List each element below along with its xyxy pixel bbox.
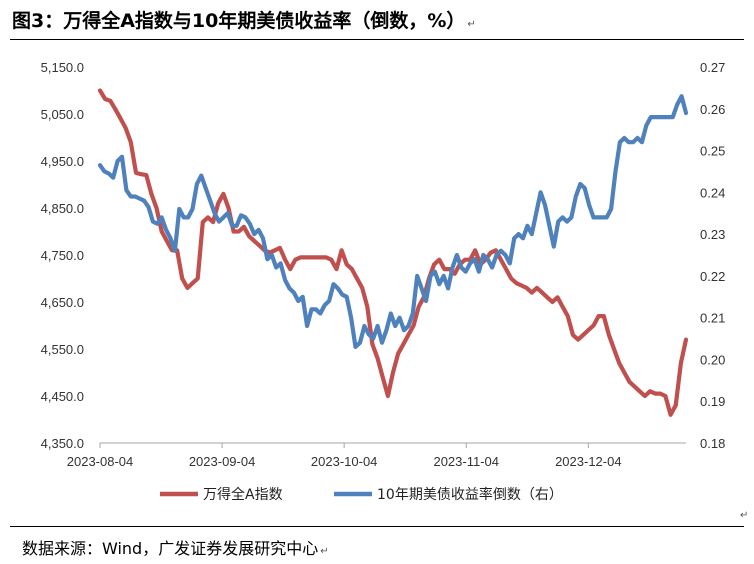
y-right-tick-label: 0.25: [700, 144, 725, 159]
y-right-tick-label: 0.20: [700, 352, 725, 367]
y-right-tick-label: 0.24: [700, 185, 725, 200]
x-tick-label: 2023-10-04: [311, 454, 378, 469]
y-right-tick-label: 0.21: [700, 311, 725, 326]
y-left-tick-label: 4,850.0: [41, 201, 84, 216]
y-left-tick-label: 4,650.0: [41, 295, 84, 310]
chart-title: 图3：万得全A指数与10年期美债收益率（倒数，%） ↵: [12, 6, 476, 33]
y-right-tick-label: 0.27: [700, 60, 725, 75]
y-right-tick-label: 0.18: [700, 436, 725, 451]
legend-a-index-label: 万得全A指数: [203, 486, 283, 503]
y-right-tick-label: 0.19: [700, 394, 725, 409]
return-mark-icon: ↵: [740, 510, 749, 521]
x-tick-label: 2023-08-04: [67, 454, 134, 469]
y-left-tick-label: 5,150.0: [41, 60, 84, 75]
x-tick-label: 2023-12-04: [555, 454, 622, 469]
source-note: 数据来源：Wind，广发证券发展研究中心 ↵: [22, 535, 329, 559]
y-right-tick-label: 0.22: [700, 269, 725, 284]
top-rule: [10, 39, 744, 40]
y-left-tick-label: 4,450.0: [41, 389, 84, 404]
y-left-tick-label: 4,950.0: [41, 154, 84, 169]
return-mark-icon: ↵: [467, 19, 476, 30]
y-right-tick-label: 0.23: [700, 227, 725, 242]
y-left-tick-label: 4,550.0: [41, 342, 84, 357]
legend-treasury-label: 10年期美债收益率倒数（右）: [377, 486, 563, 503]
bottom-rule: [10, 526, 744, 527]
treasury-inverse-line: [97, 94, 689, 349]
x-tick-label: 2023-11-04: [433, 454, 499, 469]
x-tick-label: 2023-09-04: [189, 454, 256, 469]
source-text: 数据来源：Wind，广发证券发展研究中心: [22, 539, 319, 558]
return-mark-icon: ↵: [320, 546, 329, 557]
y-left-tick-label: 4,750.0: [41, 248, 84, 263]
a-index-line: [97, 88, 689, 417]
y-right-tick-label: 0.26: [700, 102, 725, 117]
chart-title-text: 图3：万得全A指数与10年期美债收益率（倒数，%）: [12, 10, 466, 32]
y-left-tick-label: 5,050.0: [41, 107, 84, 122]
y-left-tick-label: 4,350.0: [41, 436, 84, 451]
